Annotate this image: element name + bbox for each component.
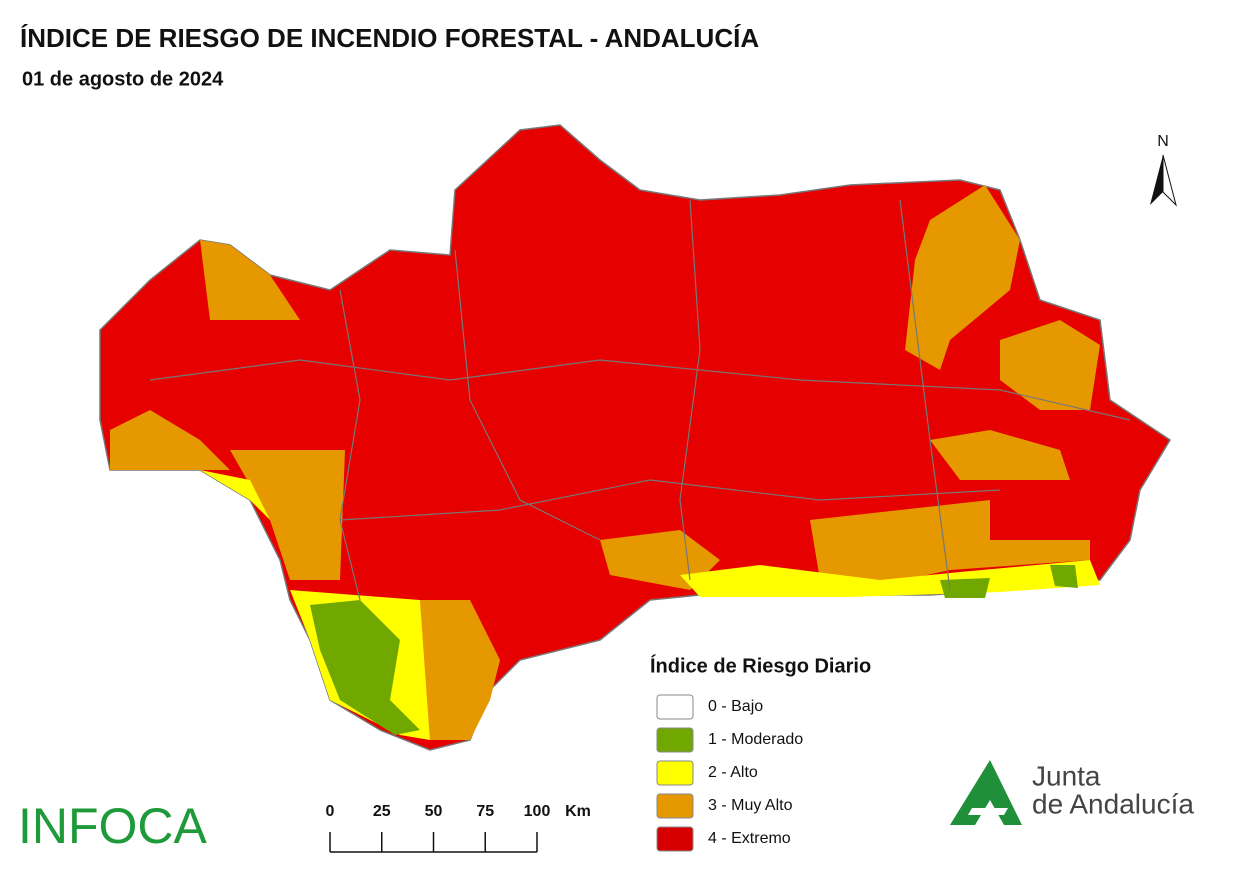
- date: 01 de agosto de 2024: [22, 68, 224, 90]
- region-moderate: [310, 565, 1078, 735]
- north-label: N: [1157, 133, 1169, 150]
- scale-unit: Km: [565, 803, 591, 820]
- legend-label: 0 - Bajo: [708, 698, 763, 715]
- legend: Índice de Riesgo Diario 0 - Bajo 1 - Mode…: [650, 654, 871, 852]
- infoca-logo: INFOCA: [18, 798, 208, 854]
- scale-label: 0: [326, 803, 335, 820]
- scale-bar: Km 0 25 50 75 100: [326, 803, 591, 853]
- legend-label: 3 - Muy Alto: [708, 797, 793, 814]
- legend-swatch: [656, 793, 694, 819]
- junta-line-1: Junta: [1032, 760, 1101, 791]
- north-arrow-right: [1162, 154, 1177, 207]
- north-arrow-left: [1150, 155, 1163, 205]
- map: [99, 124, 1172, 751]
- scale-label: 100: [524, 803, 551, 820]
- legend-swatch: [656, 760, 694, 786]
- legend-swatch: [656, 826, 694, 852]
- legend-swatch: [656, 727, 694, 753]
- legend-title: Índice de Riesgo Diario: [650, 654, 871, 677]
- junta-logo-bar: [968, 808, 1008, 815]
- junta-line-2: de Andalucía: [1032, 788, 1194, 819]
- title: ÍNDICE DE RIESGO DE INCENDIO FORESTAL - …: [20, 23, 759, 53]
- scale-label: 25: [373, 803, 391, 820]
- scale-label: 75: [476, 803, 494, 820]
- legend-label: 2 - Alto: [708, 764, 758, 781]
- legend-label: 1 - Moderado: [708, 731, 803, 748]
- north-arrow: N: [1150, 133, 1177, 207]
- junta-logo-mark: [950, 760, 1022, 825]
- boundaries: [149, 199, 1131, 601]
- legend-swatch: [656, 694, 694, 720]
- scale-label: 50: [425, 803, 443, 820]
- legend-label: 4 - Extremo: [708, 830, 791, 847]
- junta-logo: Junta de Andalucía: [950, 760, 1194, 825]
